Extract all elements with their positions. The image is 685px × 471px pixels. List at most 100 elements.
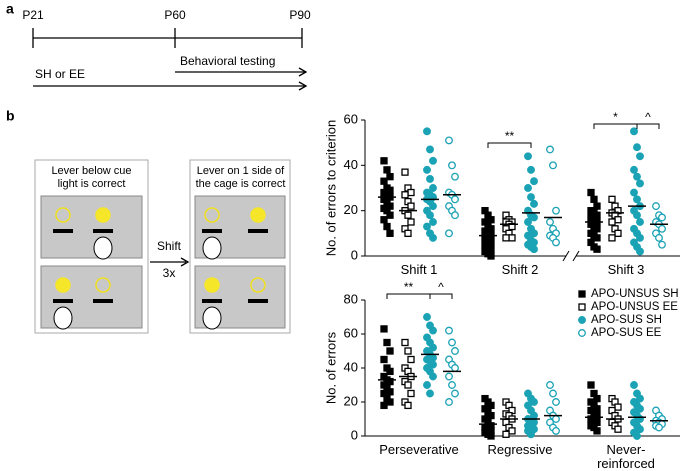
y-tick-label: 40 [344,359,358,374]
dot [614,229,622,237]
dot [593,427,601,435]
dot [383,222,391,231]
x-tick-label: Shift 1 [400,262,438,277]
dot [614,425,622,433]
dot [487,252,495,260]
dot [636,218,644,226]
dot [407,355,415,364]
timeline [32,28,308,91]
dot [530,213,538,222]
repeat-label: 3x [162,266,176,280]
x-tick-label: Regressive [487,442,553,457]
dot [407,202,415,210]
dot [380,325,388,333]
dot [426,145,434,154]
dot [386,398,394,406]
dot [630,381,638,389]
dot [630,165,638,174]
dot [386,211,394,219]
dot [630,188,638,197]
dot [445,229,453,238]
dot [587,381,595,389]
y-tick-label: 80 [344,291,358,306]
significance-bracket [429,293,453,299]
significance-bracket [636,123,660,129]
dot [487,401,495,410]
dot [633,432,641,440]
dot [655,423,663,432]
dot [386,229,394,237]
panel-label: a [6,1,14,17]
dot [487,216,495,224]
dot [429,360,437,369]
dot [636,425,644,434]
significance-bracket [487,142,532,148]
dot [401,338,409,347]
dot [448,161,456,170]
dot [445,326,453,335]
dot [633,211,641,220]
y-tick-label: 20 [344,393,358,408]
dot [383,338,391,347]
dot [546,381,554,389]
dot [423,165,431,174]
dot [445,136,453,145]
dot [386,173,394,181]
dot [423,381,431,389]
dot [386,388,394,396]
dot [426,389,434,398]
dot [407,188,415,197]
dot [429,343,437,352]
dot [658,240,666,249]
shift-label: Shift [156,239,181,253]
dot [527,193,535,202]
dot [546,218,554,226]
dot [608,195,616,203]
dot [445,372,453,381]
dot [451,172,459,181]
dot [587,188,595,197]
dot [448,338,456,347]
dot [451,347,459,355]
significance-label: * [613,110,618,124]
significance-label: ** [505,129,515,143]
dot [423,127,431,136]
dot [380,216,388,224]
box-caption: Lever below cue light is correct [51,165,132,190]
dot [530,398,538,406]
dot [404,211,412,219]
dot [530,245,538,254]
dot [448,381,456,389]
dot [614,216,622,224]
dot [426,211,434,220]
dot [423,313,431,321]
y-tick-label: 0 [351,427,358,442]
dot [524,184,532,192]
dot [633,143,641,152]
dot [658,224,666,233]
dot [652,202,660,211]
dot [549,389,557,398]
dot [508,427,516,435]
dot [429,218,437,226]
significance-label: ^ [645,110,651,124]
y-tick-label: 0 [351,247,358,262]
dot [524,152,532,161]
dot [593,234,601,242]
dot [614,403,622,411]
dot [429,233,437,242]
dot [429,326,437,335]
dot [578,329,586,337]
significance-bracket [593,123,638,129]
dot [633,172,641,181]
y-tick-label: 40 [344,157,358,172]
dot [404,381,412,389]
dot [423,222,431,231]
dot [593,245,601,253]
dot [578,303,586,311]
legend-label: APO-SUS EE [591,327,662,339]
dot [445,398,453,406]
timeline-tick: P21 [22,8,44,22]
dot [636,233,644,242]
